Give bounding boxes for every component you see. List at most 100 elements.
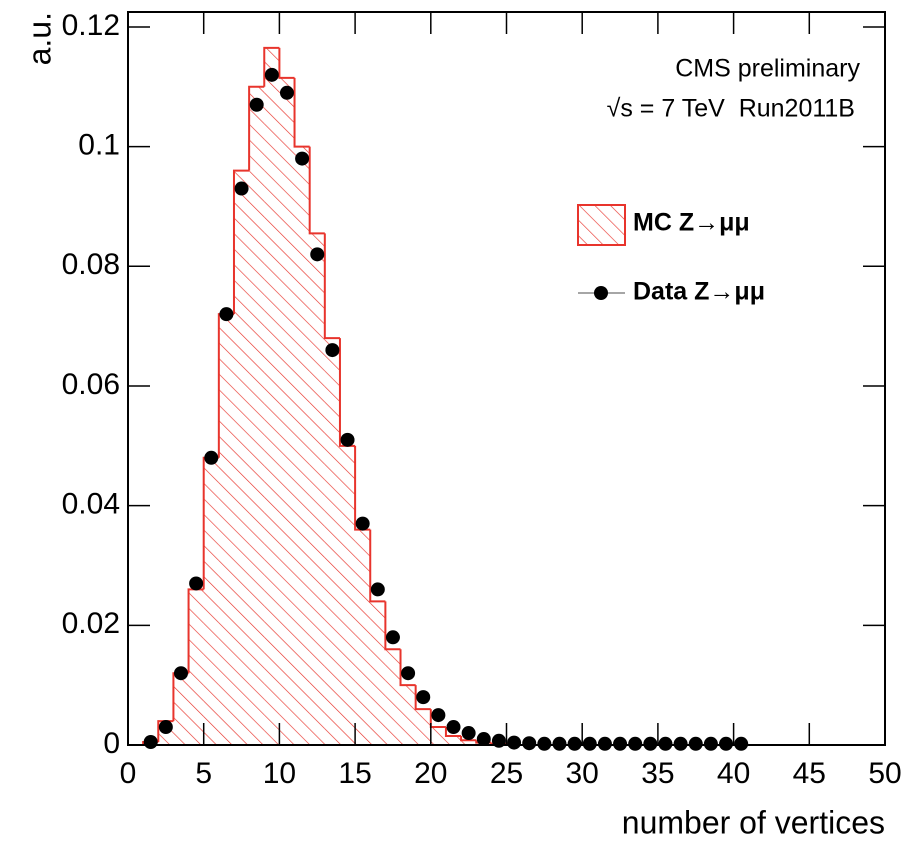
x-tick-label: 30 (566, 757, 599, 790)
data-point (673, 736, 688, 751)
data-point (446, 720, 461, 735)
data-point (143, 735, 158, 750)
y-tick-label: 0.1 (78, 129, 120, 162)
data-point (476, 732, 491, 747)
histogram-outline (369, 529, 386, 603)
data-point (613, 736, 628, 751)
legend-label: MC Z→μμ (633, 209, 750, 237)
histogram-bar (294, 146, 310, 745)
histogram-outline (308, 146, 325, 235)
histogram-outline (278, 47, 295, 79)
x-tick-label: 5 (195, 757, 212, 790)
data-point (295, 151, 310, 166)
data-point (264, 67, 279, 82)
histogram-outline (232, 169, 250, 315)
histogram-outline (263, 46, 280, 87)
legend-label: Data Z→μμ (633, 278, 765, 306)
x-tick-label: 40 (717, 757, 750, 790)
data-point (431, 708, 446, 723)
data-point (734, 736, 749, 751)
data-point (552, 736, 567, 751)
data-point (628, 736, 643, 751)
x-tick-label: 15 (338, 757, 371, 790)
x-axis-title: number of vertices (622, 804, 885, 840)
histogram-outline (338, 338, 356, 447)
data-point (189, 576, 204, 591)
histogram-outline (399, 649, 416, 687)
histogram-bar (415, 709, 431, 745)
data-point (204, 450, 219, 465)
y-tick-label: 0 (103, 727, 120, 760)
histogram-bar (279, 77, 295, 745)
plot-area (142, 46, 749, 751)
annotation: CMS preliminary (675, 55, 860, 83)
histogram-bar (203, 457, 219, 745)
x-tick-label: 25 (490, 757, 523, 790)
data-point (703, 736, 718, 751)
histogram-bar (218, 314, 234, 745)
legend-marker (594, 286, 608, 300)
y-tick-label: 0.06 (62, 368, 120, 401)
histogram-bar (430, 727, 446, 745)
y-tick-label: 0.04 (62, 488, 120, 521)
x-tick-label: 50 (868, 757, 901, 790)
data-point (582, 736, 597, 751)
data-point (416, 690, 431, 705)
histogram-outline (323, 233, 340, 340)
histogram-bar (461, 740, 477, 745)
histogram-outline (460, 736, 477, 742)
legend-swatch (577, 204, 626, 246)
data-point (355, 516, 370, 531)
data-point (325, 343, 340, 358)
data-point (507, 735, 522, 750)
histogram-bar (173, 673, 189, 745)
data-point (234, 181, 249, 196)
data-point (401, 666, 416, 681)
histogram-outline (444, 727, 462, 738)
histogram-bar (400, 685, 416, 745)
histogram-bar (339, 445, 356, 745)
data-point (643, 736, 658, 751)
data-point (340, 432, 355, 447)
x-tick-label: 10 (263, 757, 296, 790)
y-tick-label: 0.08 (62, 248, 120, 281)
histogram-bar (188, 589, 204, 745)
data-point (249, 97, 264, 112)
data-point (537, 736, 552, 751)
data-point (385, 630, 400, 645)
histogram-bar (309, 233, 325, 745)
data-point (597, 736, 612, 751)
data-point (658, 736, 673, 751)
histogram-bar (249, 86, 265, 746)
data-point (370, 582, 385, 597)
data-point (719, 736, 734, 751)
histogram-bar (355, 529, 371, 745)
histogram-outline (414, 685, 431, 711)
histogram-bar (445, 736, 462, 745)
data-point (173, 666, 188, 681)
y-tick-label: 0.02 (62, 607, 120, 640)
data-point (461, 726, 476, 741)
x-tick-label: 0 (120, 757, 137, 790)
x-tick-label: 35 (641, 757, 674, 790)
data-point (688, 736, 703, 751)
annotation: √s = 7 TeV Run2011B (607, 95, 855, 123)
x-tick-label: 45 (793, 757, 826, 790)
histogram-bar (370, 601, 386, 745)
histogram-bar (324, 338, 340, 745)
histogram-outline (293, 77, 310, 148)
x-tick-label: 20 (414, 757, 447, 790)
y-tick-label: 0.12 (62, 9, 120, 42)
histogram-outline (248, 85, 265, 171)
data-point (567, 736, 582, 751)
data-point (158, 720, 173, 735)
data-point (310, 247, 325, 262)
data-point (219, 307, 234, 322)
histogram-bar (264, 47, 280, 746)
y-axis-title: a.u. (21, 12, 57, 65)
histogram-outline (384, 601, 401, 651)
histogram-bar (385, 649, 401, 745)
data-point (522, 736, 537, 751)
